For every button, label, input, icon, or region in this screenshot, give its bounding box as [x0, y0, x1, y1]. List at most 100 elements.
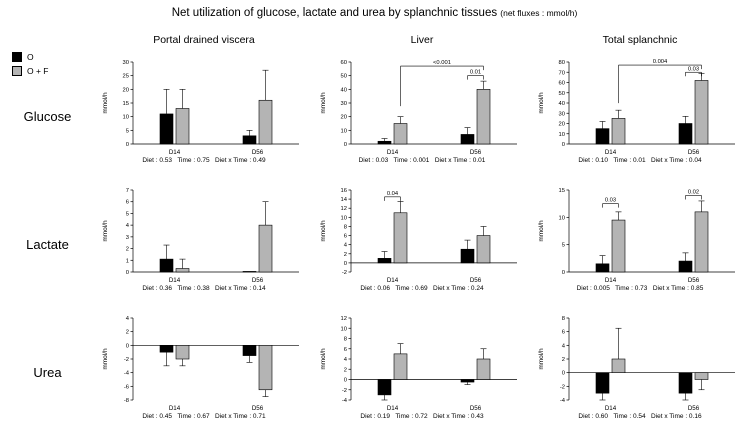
svg-text:10: 10: [559, 132, 565, 138]
svg-text:4: 4: [344, 243, 348, 249]
chart-glucose-portal-plot: 0 5 10 15 20 25 30 mmol/h D14 D56: [102, 60, 299, 156]
svg-text:D14: D14: [605, 277, 617, 284]
svg-text:4: 4: [126, 316, 130, 322]
svg-text:-2: -2: [342, 388, 347, 394]
chart-lactate-portal: 0 1 2 3 4 5 6 7 mmol/h D14 D56 Diet : 0.36 Time : …: [95, 180, 313, 308]
column-header-liver: Liver: [410, 34, 434, 46]
svg-text:50: 50: [341, 74, 347, 80]
chart-lactate-portal-plot: 0 1 2 3 4 5 6 7 mmol/h D14 D56: [102, 188, 299, 284]
row-label-glucose: Glucose: [23, 108, 72, 124]
svg-text:10: 10: [559, 215, 565, 221]
svg-text:0.004: 0.004: [653, 59, 668, 65]
svg-text:6: 6: [126, 200, 129, 206]
chart-urea-liver-plot: -4 -2 0 2 4 6 8 10 12 mmol/h D14 D56: [320, 316, 517, 412]
svg-text:16: 16: [341, 188, 347, 194]
chart-glucose-liver-plot: 0 10 20 30 40 50 60 mmol/h D14 D56 <0.001 0.01: [320, 60, 517, 156]
svg-text:0.03: 0.03: [605, 198, 616, 204]
svg-text:10: 10: [341, 326, 347, 332]
svg-text:14: 14: [341, 197, 348, 203]
legend-swatch-of: [12, 66, 22, 76]
svg-text:D14: D14: [387, 149, 399, 156]
svg-text:mmol/h: mmol/h: [538, 220, 545, 242]
svg-text:0: 0: [562, 371, 565, 377]
svg-text:30: 30: [123, 60, 129, 66]
svg-text:0: 0: [344, 142, 347, 148]
svg-text:70: 70: [559, 70, 565, 76]
chart-urea-portal-stats: Diet : 0.45 Time : 0.67 Diet x Time : 0.…: [142, 413, 266, 420]
chart-lactate-total-plot: 0 5 10 15 mmol/h D14 D56 0.03 0.02: [538, 188, 735, 284]
svg-text:D14: D14: [387, 405, 399, 412]
svg-text:D14: D14: [169, 277, 181, 284]
svg-text:15: 15: [559, 188, 565, 194]
svg-text:D14: D14: [169, 405, 181, 412]
legend-item-of: O + F: [12, 66, 49, 76]
title-main: Net utilization of glucose, lactate and …: [171, 7, 498, 19]
svg-text:0: 0: [126, 270, 129, 276]
svg-text:-4: -4: [560, 398, 566, 404]
svg-text:mmol/h: mmol/h: [538, 348, 545, 370]
svg-text:-6: -6: [124, 384, 129, 390]
svg-text:D14: D14: [387, 277, 399, 284]
svg-text:D56: D56: [688, 149, 700, 156]
chart-glucose-portal-stats: Diet : 0.53 Time : 0.75 Diet x Time : 0.…: [142, 157, 266, 164]
svg-text:-8: -8: [124, 398, 129, 404]
svg-text:0.01: 0.01: [470, 70, 481, 76]
svg-text:mmol/h: mmol/h: [538, 92, 545, 114]
column-header-portal: Portal drained viscera: [153, 34, 255, 46]
chart-urea-portal-plot: -8 -6 -4 -2 0 2 4 mmol/h D14 D56: [102, 316, 299, 412]
svg-text:0: 0: [562, 142, 565, 148]
svg-text:2: 2: [126, 247, 129, 253]
column-header-total-splanchnic: Total splanchnic: [602, 34, 678, 46]
svg-text:mmol/h: mmol/h: [320, 92, 327, 114]
chart-urea-total-plot: -4 -2 0 2 4 6 8 mmol/h D14 D56: [538, 316, 735, 412]
svg-text:20: 20: [559, 122, 565, 128]
svg-text:25: 25: [123, 74, 129, 80]
svg-text:2: 2: [562, 357, 565, 363]
chart-lactate-portal-stats: Diet : 0.36 Time : 0.38 Diet x Time : 0.…: [142, 285, 266, 292]
chart-glucose-liver: 0 10 20 30 40 50 60 mmol/h D14 D56 <0.001 0.01 Diet…: [313, 52, 531, 180]
svg-text:-2: -2: [342, 270, 347, 276]
row-label-urea: Urea: [33, 364, 62, 380]
svg-text:0: 0: [562, 270, 565, 276]
chart-glucose-total-stats: Diet : 0.10 Time : 0.01 Diet x Time : 0.…: [578, 157, 702, 164]
svg-text:80: 80: [559, 60, 565, 66]
legend: O O + F: [12, 52, 49, 80]
figure-title: Net utilization of glucose, lactate and …: [0, 7, 749, 19]
svg-text:10: 10: [341, 215, 347, 221]
svg-text:10: 10: [123, 115, 129, 121]
svg-text:30: 30: [341, 101, 347, 107]
svg-text:12: 12: [341, 316, 347, 322]
svg-text:D56: D56: [688, 277, 700, 284]
svg-text:D14: D14: [605, 149, 617, 156]
svg-text:D56: D56: [470, 149, 482, 156]
svg-text:6: 6: [344, 347, 347, 353]
svg-text:20: 20: [123, 87, 129, 93]
svg-text:3: 3: [126, 235, 129, 241]
svg-text:D56: D56: [252, 405, 264, 412]
svg-text:mmol/h: mmol/h: [102, 92, 109, 114]
svg-text:8: 8: [344, 224, 347, 230]
chart-glucose-liver-stats: Diet : 0.03 Time : 0.001 Diet x Time : 0…: [358, 157, 486, 164]
svg-text:D14: D14: [605, 405, 617, 412]
svg-text:0.02: 0.02: [688, 189, 699, 195]
svg-text:40: 40: [559, 101, 565, 107]
svg-text:0.03: 0.03: [688, 66, 699, 72]
chart-urea-total: -4 -2 0 2 4 6 8 mmol/h D14 D56 Diet : 0.60 Time :…: [531, 308, 749, 436]
svg-text:0: 0: [344, 378, 347, 384]
chart-glucose-portal: 0 5 10 15 20 25 30 mmol/h D14 D56 Diet : 0.53 Tim…: [95, 52, 313, 180]
svg-text:6: 6: [562, 330, 565, 336]
svg-text:60: 60: [341, 60, 347, 66]
svg-text:D56: D56: [252, 149, 264, 156]
svg-text:20: 20: [341, 115, 347, 121]
svg-text:8: 8: [344, 337, 347, 343]
svg-text:10: 10: [341, 128, 347, 134]
legend-label-of: O + F: [27, 66, 49, 76]
svg-text:<0.001: <0.001: [433, 60, 451, 66]
svg-text:0: 0: [126, 142, 129, 148]
grid-corner: [0, 28, 95, 52]
svg-text:-4: -4: [124, 371, 130, 377]
svg-text:0: 0: [126, 343, 129, 349]
svg-text:D56: D56: [252, 277, 264, 284]
svg-text:mmol/h: mmol/h: [320, 220, 327, 242]
chart-glucose-total: 0 10 20 30 40 50 60 70 80 mmol/h D14 D56 0.004 0.03 D…: [531, 52, 749, 180]
